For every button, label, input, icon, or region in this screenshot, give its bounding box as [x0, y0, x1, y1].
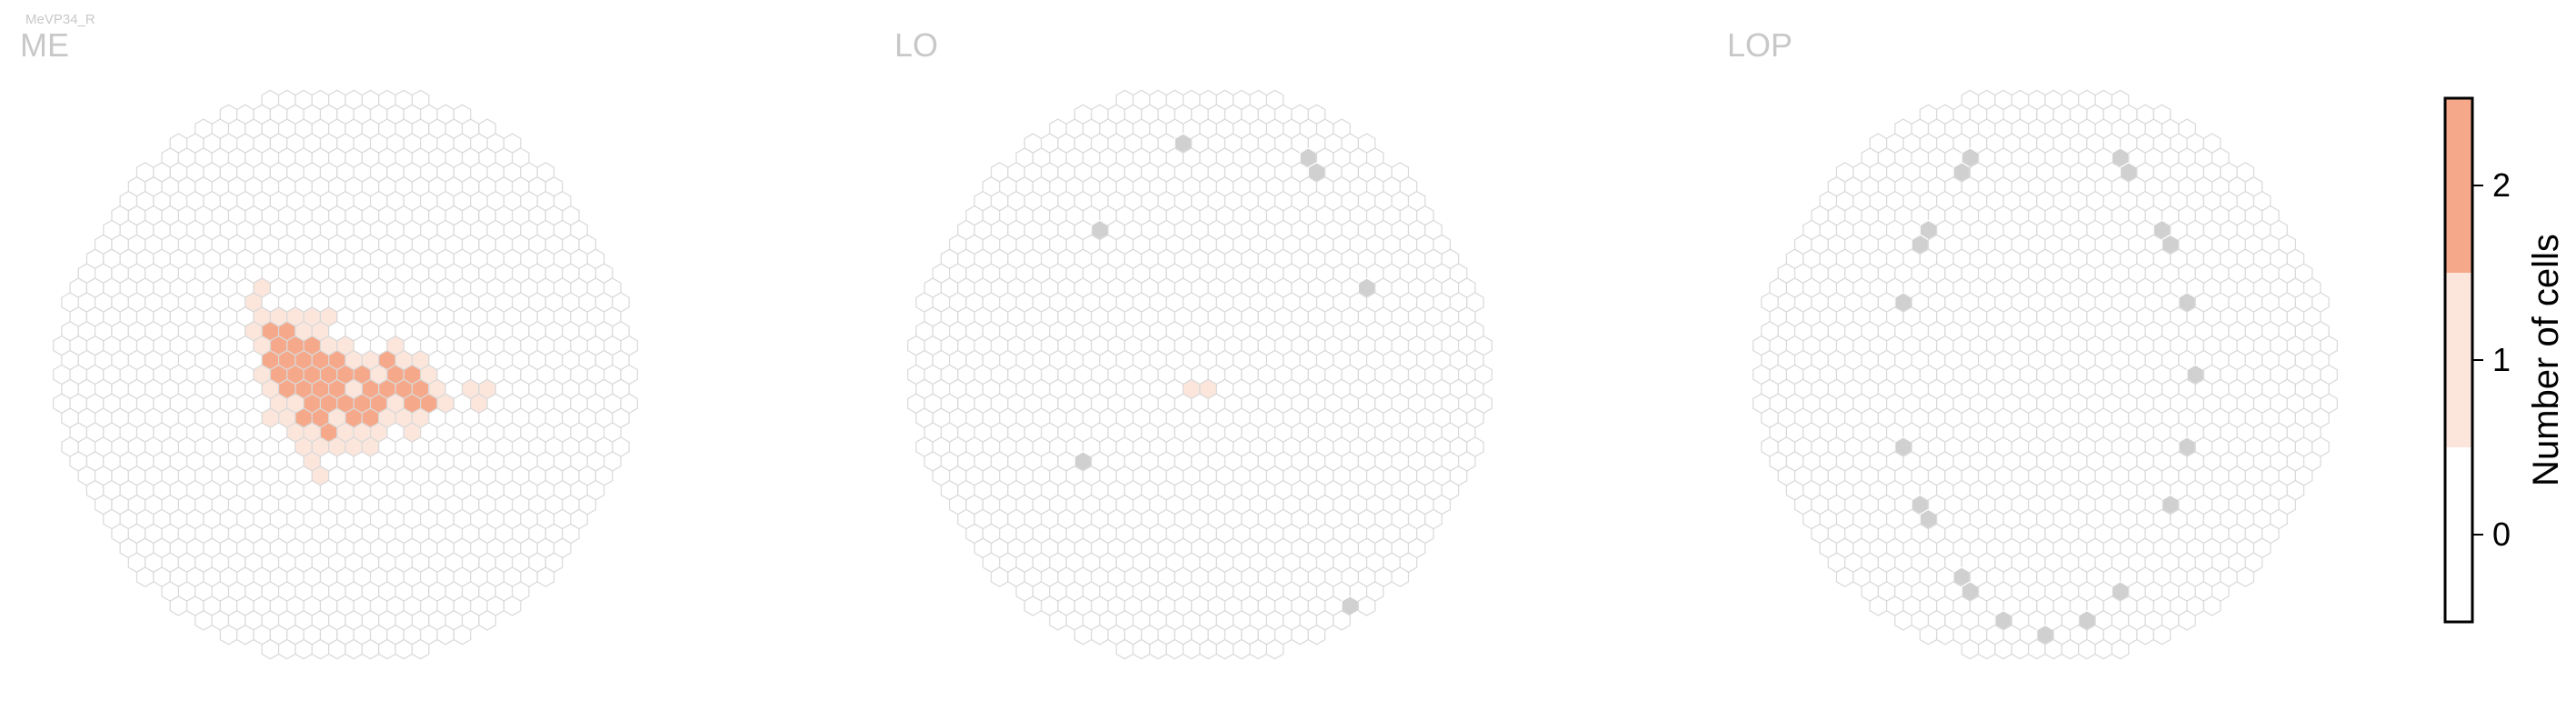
hex-cell — [1391, 566, 1410, 587]
hex-grid-lop — [1752, 89, 2338, 660]
hex-cell — [1357, 596, 1376, 616]
hex-cell — [261, 638, 280, 660]
hex-cell — [1869, 596, 1888, 616]
hex-cell — [135, 566, 155, 587]
hex-cell — [1132, 638, 1151, 660]
colorbar-band-0 — [2445, 447, 2472, 622]
hex-grid-me — [53, 89, 638, 660]
hex-cell — [1233, 638, 1251, 660]
hex-cell — [1215, 638, 1234, 660]
panel-title-lo: LO — [894, 26, 938, 64]
hex-cell — [295, 638, 313, 660]
hex-cell — [1183, 638, 1201, 660]
hex-cell — [169, 596, 188, 616]
hex-cell — [411, 638, 430, 660]
hex-cell — [1936, 624, 1954, 646]
colorbar-tick-label-2: 2 — [2492, 166, 2511, 204]
colorbar: 2 1 0 Number of cells — [2443, 96, 2566, 624]
hex-cell — [990, 566, 1009, 587]
colorbar-band-1 — [2445, 273, 2472, 447]
hex-cell — [1115, 638, 1134, 660]
colorbar-label: Number of cells — [2526, 234, 2566, 486]
hex-cell — [2152, 624, 2172, 646]
hex-cell — [378, 638, 396, 660]
hex-cell — [2178, 610, 2196, 631]
hex-cell — [1249, 638, 1268, 660]
hex-cell — [394, 638, 414, 660]
hex-cell — [361, 638, 380, 660]
hex-cell — [1023, 596, 1043, 616]
hex-cell — [2011, 638, 2030, 660]
hex-cell — [1333, 610, 1351, 631]
hex-cell — [2136, 624, 2154, 646]
hex-cell — [1961, 638, 1980, 660]
colorbar-band-2 — [2445, 98, 2472, 273]
hex-cell — [1265, 638, 1284, 660]
panel-title-lop: LOP — [1727, 26, 1792, 64]
hex-cell — [1073, 624, 1093, 646]
panel-me: ME — [20, 26, 638, 660]
hex-cell — [436, 624, 454, 646]
hex-cell — [2028, 638, 2046, 660]
hex-cell — [236, 624, 255, 646]
hex-cell — [2061, 638, 2080, 660]
hex-cell — [1165, 638, 1184, 660]
hex-cell — [1835, 566, 1854, 587]
hex-cell — [1977, 638, 1996, 660]
hex-grid-lo — [907, 89, 1493, 660]
hex-cell — [277, 638, 296, 660]
hex-cell — [2202, 596, 2222, 616]
hex-cell — [2044, 638, 2062, 660]
panel-lo: LO — [894, 26, 1493, 660]
hex-cell — [2111, 638, 2130, 660]
hex-cell — [344, 638, 363, 660]
hex-cell — [1894, 610, 1912, 631]
colorbar-tick-label-0: 0 — [2492, 516, 2511, 553]
hex-cell — [478, 610, 496, 631]
hex-cell — [219, 624, 238, 646]
figure-label: MeVP34_R — [25, 12, 95, 27]
hex-cell — [536, 566, 555, 587]
hex-cell — [2094, 638, 2113, 660]
hex-cell — [503, 596, 522, 616]
hex-cell — [1091, 624, 1109, 646]
hex-cell — [1049, 610, 1067, 631]
hex-cell — [1291, 624, 1309, 646]
hex-cell — [328, 638, 346, 660]
hex-cell — [1149, 638, 1167, 660]
hex-cell — [1919, 624, 1938, 646]
hex-cell — [453, 624, 472, 646]
hex-cell — [1199, 638, 1217, 660]
hex-cell — [311, 638, 330, 660]
panel-title-me: ME — [20, 26, 69, 64]
hex-cell — [2236, 566, 2255, 587]
hex-cell — [1307, 624, 1326, 646]
hex-cell — [2078, 638, 2096, 660]
hex-cell — [1994, 638, 2012, 660]
colorbar-tick-label-1: 1 — [2492, 341, 2511, 378]
panel-lop: LOP — [1727, 26, 2338, 660]
hex-cell — [195, 610, 213, 631]
